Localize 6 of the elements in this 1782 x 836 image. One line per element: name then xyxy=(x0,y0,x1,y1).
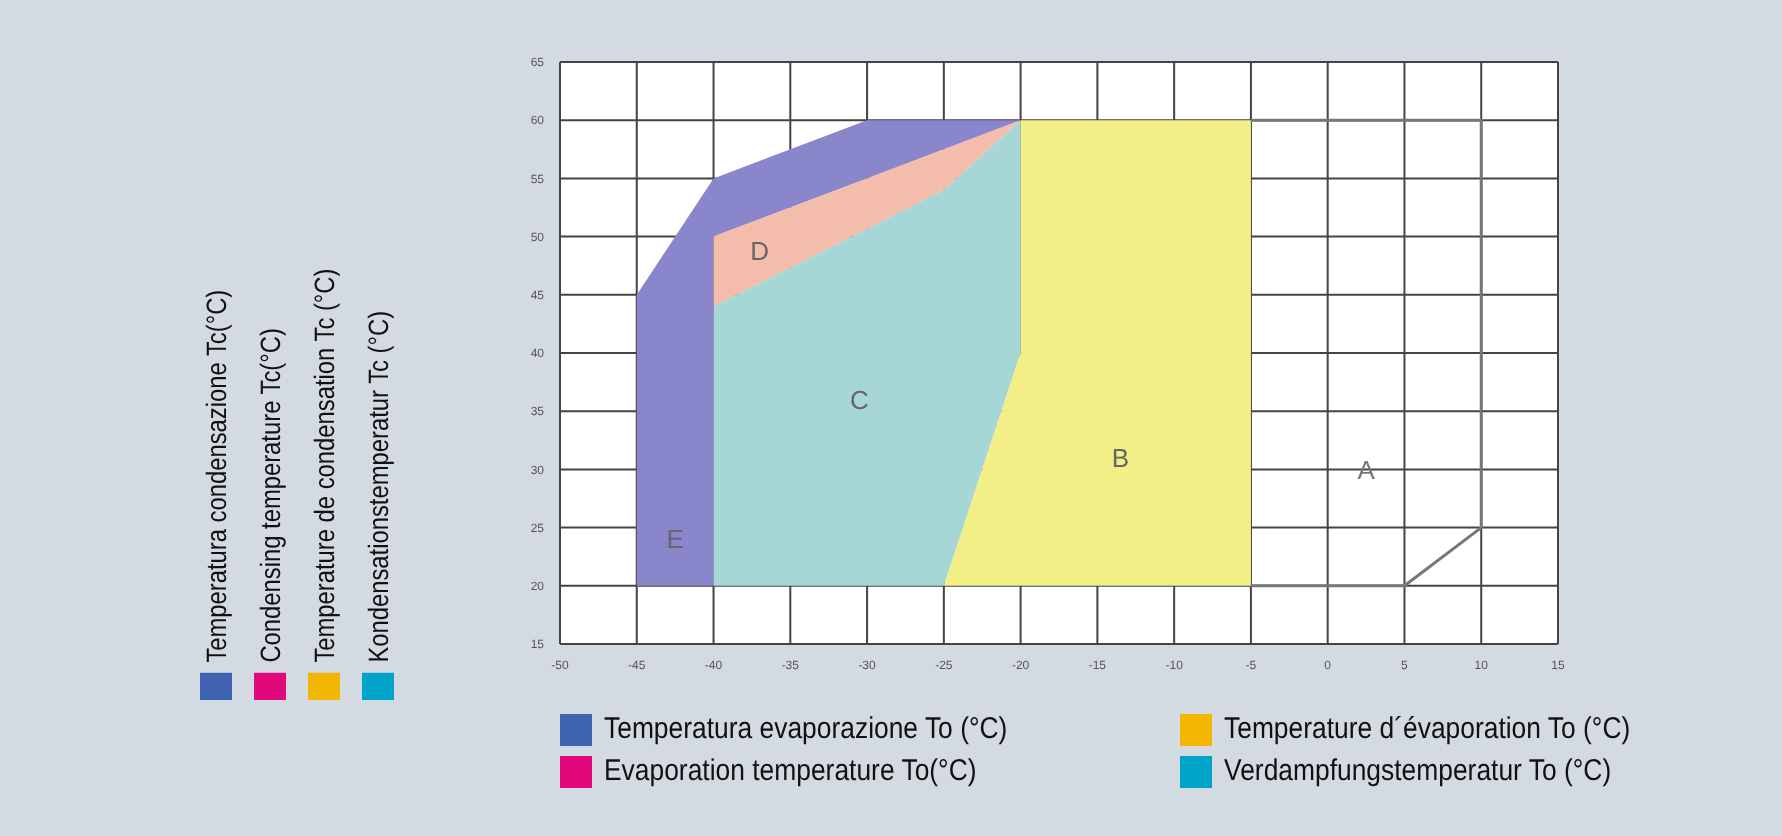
y-axis-title: Temperatura condensazione Tc(°C) Condensing temperature Tc(°C) Temperature de condensation Tc (°C) Kondensationstemperatur Tc (°C) xyxy=(200,268,394,663)
text: Temperatura evaporazione To (°C) Evaporation temperature To(°C) Temperature d´évaporation To (°C) Verdampfungstemperatur To (°C) xyxy=(604,712,1631,788)
series-label: C xyxy=(850,384,869,415)
series-label: E xyxy=(666,524,685,555)
series-label: B xyxy=(1111,442,1130,473)
series-label: D xyxy=(750,235,769,266)
